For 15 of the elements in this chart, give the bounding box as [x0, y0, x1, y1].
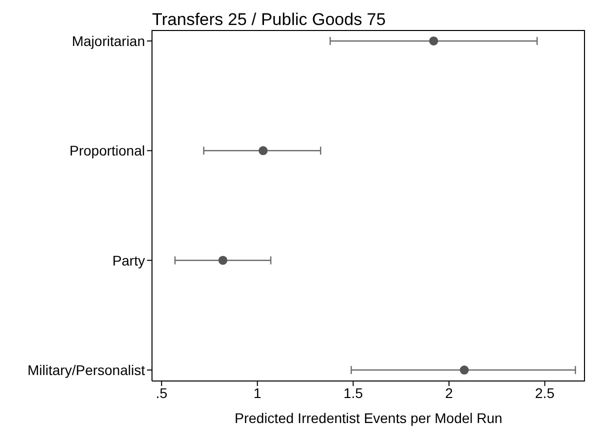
y-tick-label: Majoritarian — [72, 32, 145, 49]
chart-title: Transfers 25 / Public Goods 75 — [152, 10, 386, 30]
y-tick-label: Military/Personalist — [28, 362, 146, 378]
point — [429, 36, 438, 46]
x-tick-label: 1.5 — [343, 384, 364, 401]
x-axis-title: Predicted Irredentist Events per Model Run — [234, 410, 502, 426]
point — [258, 146, 268, 156]
x-tick-label: 2 — [445, 384, 454, 401]
y-tick-label: Party — [112, 252, 145, 268]
point — [460, 366, 469, 375]
x-tick-label: 2.5 — [535, 384, 555, 401]
x-tick-label: 1 — [253, 384, 262, 401]
y-tick-label: Proportional — [70, 142, 145, 159]
point — [218, 256, 228, 265]
x-tick-label: .5 — [156, 384, 168, 401]
